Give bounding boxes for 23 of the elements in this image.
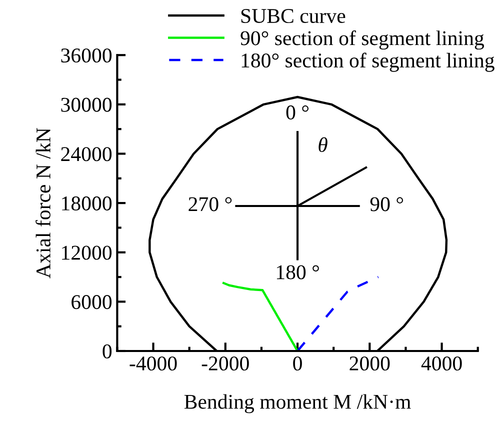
y-tick-label: 0	[102, 344, 112, 358]
y-tick-label: 12000	[62, 246, 112, 260]
x-tick-label: -2000	[202, 356, 249, 371]
line-series	[222, 282, 299, 351]
y-tick-label: 6000	[72, 295, 112, 310]
legend-label: 180° section of segment lining	[242, 52, 494, 72]
annotation: θ	[318, 137, 328, 152]
y-axis-title: Axial force N /kN	[36, 128, 50, 278]
x-tick-label: 2000	[350, 356, 390, 371]
y-tick-label: 24000	[61, 147, 112, 162]
annotation: 0 °	[286, 105, 308, 120]
legend-label: 90° section of segment lining	[240, 30, 484, 50]
legend-label: SUBC curve	[241, 9, 346, 24]
x-axis-title: Bending moment M /kN·m	[184, 394, 411, 414]
annotation: 90 °	[370, 197, 404, 212]
y-tick-label: 36000	[61, 48, 112, 63]
x-tick-label: 0	[293, 356, 302, 371]
y-tick-label: 18000	[62, 196, 112, 210]
annotation: 270 °	[188, 197, 232, 212]
x-tick-label: -4000	[130, 356, 177, 371]
x-tick-label: 4000	[421, 356, 462, 371]
annotation: 180 °	[276, 265, 319, 280]
y-tick-label: 30000	[61, 98, 112, 112]
